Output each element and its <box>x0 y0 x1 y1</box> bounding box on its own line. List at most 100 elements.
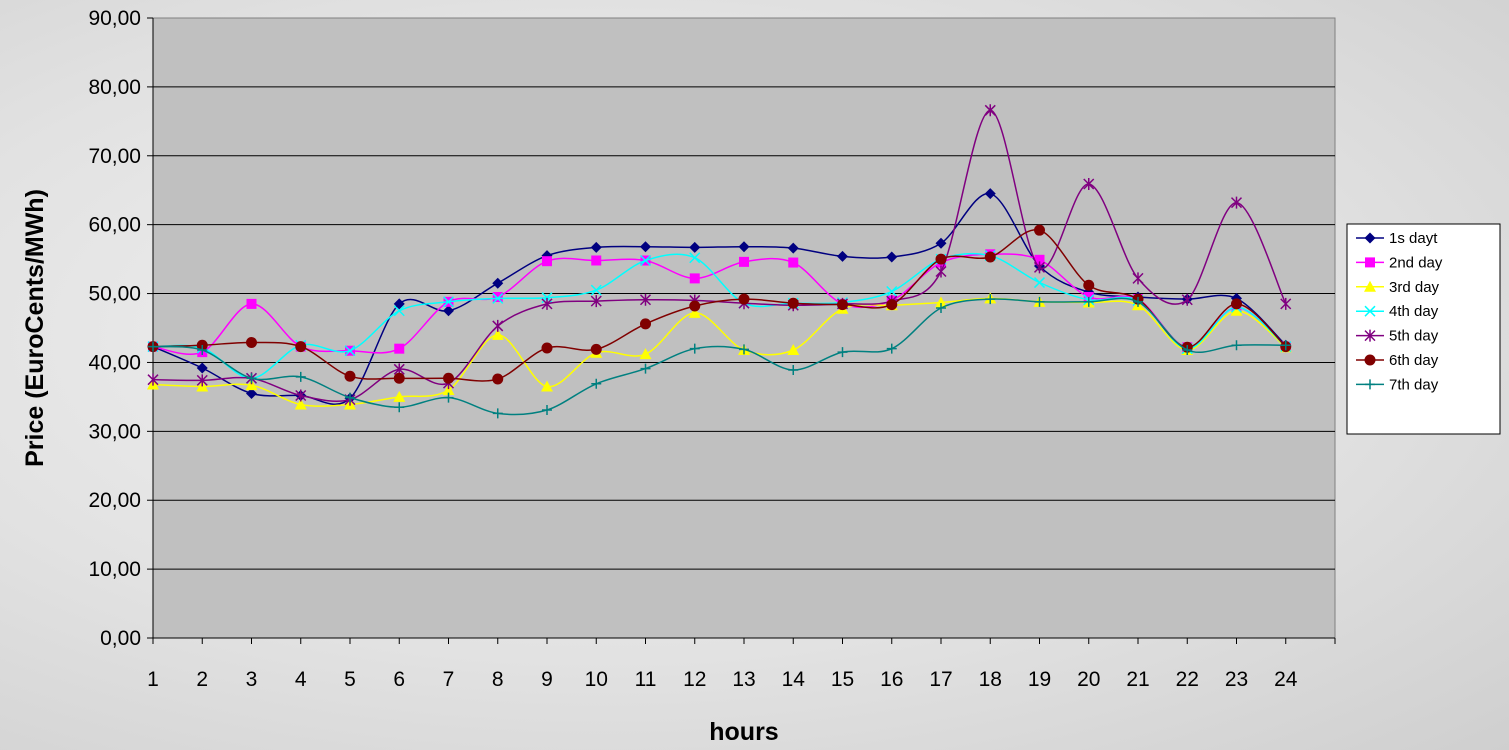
data-point <box>345 392 355 403</box>
y-tick-label: 30,00 <box>88 420 141 443</box>
x-tick-label: 23 <box>1225 668 1248 691</box>
data-point <box>886 251 898 263</box>
data-point <box>640 241 651 253</box>
series-7 <box>148 294 1291 419</box>
data-point <box>1083 296 1094 307</box>
data-point <box>984 104 996 117</box>
data-point <box>591 378 602 389</box>
x-tick-label: 14 <box>782 668 806 691</box>
data-point <box>984 188 996 200</box>
data-point <box>935 296 947 308</box>
x-tick-label: 20 <box>1077 668 1100 691</box>
data-point <box>393 390 406 402</box>
legend-marker <box>1364 305 1376 317</box>
legend-item: 7th day <box>1356 376 1439 393</box>
y-tick-labels: 0,00 10,00 20,00 30,00 40,00 50,00 60,00 70,00 8… <box>88 7 141 650</box>
data-point <box>442 384 455 395</box>
data-point <box>1230 196 1243 209</box>
y-tick-label: 80,00 <box>88 76 141 99</box>
x-axis-title: hours <box>709 718 778 746</box>
data-point <box>394 402 405 413</box>
x-tick-label: 13 <box>732 668 755 691</box>
data-point <box>936 303 946 314</box>
x-tick-label: 7 <box>443 668 455 691</box>
data-point <box>1181 293 1193 306</box>
data-point <box>590 241 602 253</box>
legend-item: 2nd day <box>1356 254 1443 271</box>
data-point <box>394 343 405 354</box>
data-point <box>196 362 208 374</box>
data-point <box>491 328 504 340</box>
data-point <box>196 374 208 387</box>
data-point <box>1083 178 1095 191</box>
x-tick-label: 1 <box>147 668 159 691</box>
x-tick-label: 15 <box>831 668 854 691</box>
data-point <box>246 373 257 384</box>
data-point <box>640 363 651 374</box>
x-tick-label: 6 <box>393 668 405 691</box>
legend-item: 4th day <box>1356 303 1439 320</box>
legend-label: 2nd day <box>1389 254 1443 271</box>
axes <box>147 17 1336 644</box>
data-point <box>639 293 652 306</box>
y-tick-label: 60,00 <box>88 214 141 237</box>
data-point <box>393 305 405 317</box>
data-point <box>1231 340 1242 351</box>
data-point <box>246 298 257 309</box>
data-point <box>985 294 996 305</box>
data-point <box>344 345 356 357</box>
series-6 <box>147 224 1292 385</box>
legend: 1s dayt 2nd day 3rd day 4th day 5th day 6th d… <box>1346 223 1501 435</box>
y-tick-label: 20,00 <box>88 489 141 512</box>
data-point <box>492 292 504 304</box>
series-line <box>152 253 1287 355</box>
legend-label: 7th day <box>1389 376 1439 393</box>
data-point <box>689 343 700 354</box>
legend-marker <box>1364 354 1376 366</box>
legend-label: 6th day <box>1389 352 1439 369</box>
data-point <box>1132 272 1144 285</box>
data-point <box>1280 340 1291 351</box>
data-point <box>640 318 651 330</box>
data-point <box>443 305 454 317</box>
data-point <box>1182 345 1193 356</box>
data-point <box>787 242 799 254</box>
data-point <box>294 398 307 410</box>
legend-marker <box>1364 232 1376 244</box>
x-tick-label: 18 <box>979 668 1002 691</box>
x-tick-label: 3 <box>246 668 258 691</box>
data-point <box>787 297 799 309</box>
data-point <box>542 256 552 267</box>
legend-marker <box>1365 257 1375 268</box>
x-tick-label: 5 <box>344 668 356 691</box>
y-tick-label: 40,00 <box>88 351 141 374</box>
data-point <box>443 392 454 403</box>
data-point <box>886 285 898 298</box>
data-point <box>1133 296 1143 307</box>
data-point <box>590 284 602 296</box>
data-point <box>935 265 947 278</box>
data-point <box>1033 277 1046 289</box>
data-point <box>739 256 749 267</box>
data-point <box>591 255 602 266</box>
data-point <box>541 342 553 354</box>
data-point <box>1280 297 1292 310</box>
data-point <box>837 299 848 311</box>
y-tick-label: 0,00 <box>100 627 141 650</box>
y-tick-label: 50,00 <box>88 283 141 306</box>
data-point <box>1230 304 1243 316</box>
data-point <box>492 408 503 419</box>
data-point <box>147 373 159 386</box>
legend-item: 3rd day <box>1356 279 1440 296</box>
x-tick-label: 22 <box>1176 668 1199 691</box>
x-tick-label: 16 <box>880 668 903 691</box>
data-point <box>295 341 307 353</box>
data-point <box>935 237 947 249</box>
x-tick-label: 11 <box>635 668 657 691</box>
data-point <box>1034 224 1045 236</box>
data-point <box>541 380 553 392</box>
data-point <box>886 343 897 354</box>
x-tick-label: 2 <box>196 668 208 691</box>
data-point <box>787 344 800 356</box>
x-tick-label: 9 <box>541 668 553 691</box>
